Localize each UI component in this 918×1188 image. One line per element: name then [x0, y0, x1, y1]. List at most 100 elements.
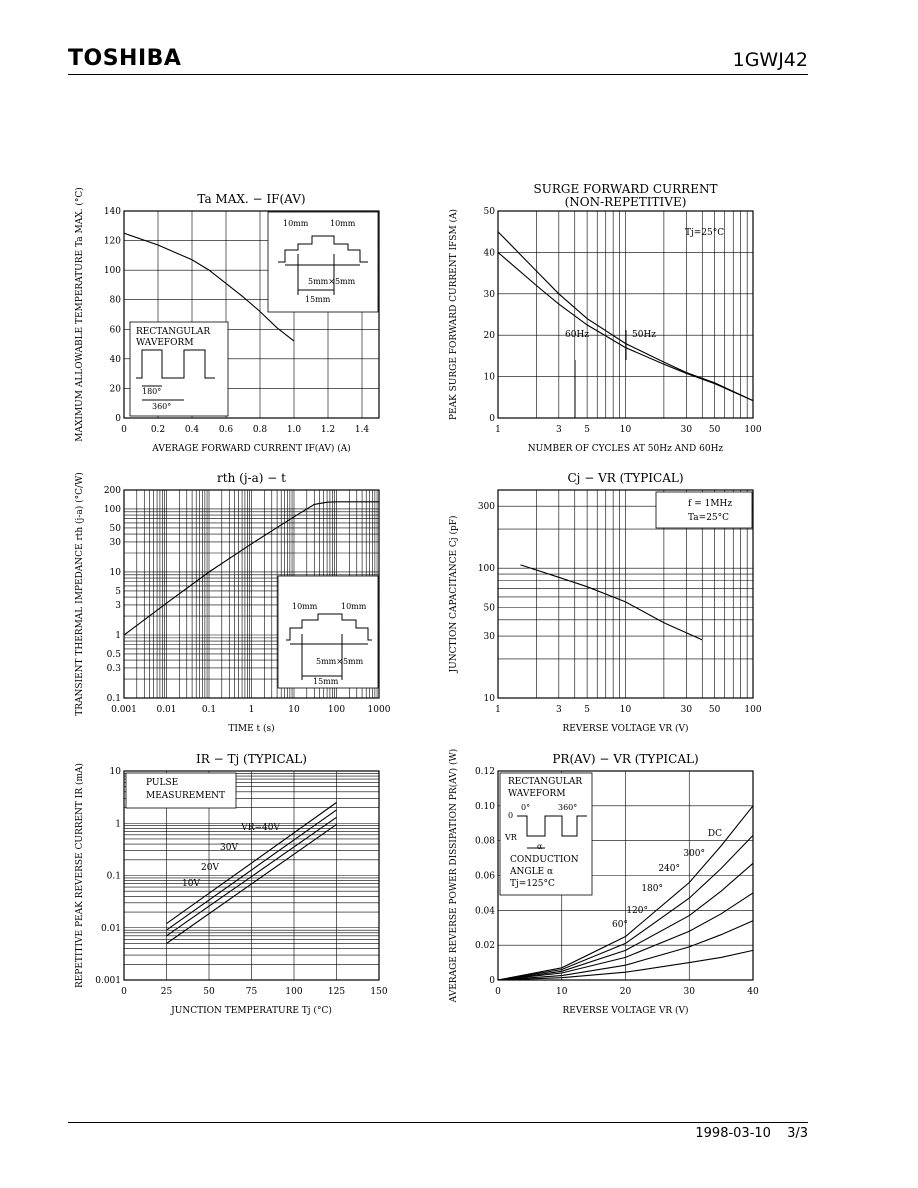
- plot-frame: [497, 489, 754, 699]
- annotation: VR: [504, 833, 518, 842]
- series-line: [497, 949, 754, 981]
- annotation: RECTANGULAR: [136, 327, 210, 337]
- annotation: Ta=25°C: [688, 513, 729, 523]
- y-tick-label: 20: [110, 384, 122, 394]
- y-tick-label: 40: [484, 248, 496, 258]
- annotation: WAVEFORM: [136, 338, 194, 348]
- y-axis-label: MAXIMUM ALLOWABLE TEMPERATURE Ta MAX. (°…: [74, 187, 85, 441]
- x-tick-label: 0: [121, 425, 127, 435]
- x-tick-label: 3: [556, 705, 562, 715]
- footer-rule: [68, 1122, 808, 1123]
- y-tick-label: 80: [110, 296, 122, 306]
- x-tick-label: 1.0: [287, 425, 302, 435]
- plot-frame: [497, 770, 754, 981]
- x-tick-label: 0.2: [151, 425, 165, 435]
- series-label: 10V: [182, 879, 200, 889]
- x-tick-label: 0.6: [219, 425, 234, 435]
- x-tick-label: 40: [747, 987, 759, 997]
- y-tick-label: 5: [115, 587, 121, 597]
- inset-drawing: [517, 815, 587, 837]
- annotation: 0: [508, 811, 513, 820]
- chart-title: Cj − VR (TYPICAL): [567, 471, 683, 485]
- x-tick-label: 30: [684, 987, 696, 997]
- y-axis-label: JUNCTION CAPACITANCE Cj (pF): [448, 516, 459, 674]
- annotation: 15mm: [313, 677, 339, 686]
- chart-title: Ta MAX. − IF(AV): [197, 192, 305, 206]
- series-label: DC: [708, 829, 722, 839]
- x-tick-label: 10: [620, 705, 632, 715]
- series-line: [497, 805, 754, 981]
- header-rule: [68, 74, 808, 75]
- x-tick-label: 125: [328, 987, 345, 997]
- annotation: 360°: [152, 402, 171, 411]
- x-axis-label: AVERAGE FORWARD CURRENT IF(AV) (A): [151, 443, 350, 454]
- y-tick-label: 200: [104, 486, 121, 496]
- y-tick-label: 0.04: [475, 906, 495, 916]
- y-tick-label: 20: [484, 331, 496, 341]
- x-tick-label: 25: [161, 987, 173, 997]
- annotation: 10mm: [330, 219, 356, 228]
- y-tick-label: 140: [104, 207, 121, 217]
- y-tick-label: 0: [489, 414, 495, 424]
- inset-drawing: [278, 235, 368, 263]
- series-line: [166, 809, 337, 931]
- y-tick-label: 100: [104, 505, 121, 515]
- series-line: [497, 892, 754, 981]
- annotation: 60Hz: [565, 330, 589, 340]
- annotation: Tj=125°C: [510, 879, 555, 889]
- x-tick-label: 1: [249, 705, 255, 715]
- y-tick-label: 10: [484, 373, 496, 383]
- y-tick-label: 100: [478, 564, 495, 574]
- y-tick-label: 0.1: [107, 694, 121, 704]
- annotation: 180°: [142, 387, 161, 396]
- x-tick-label: 1000: [368, 705, 391, 715]
- annotation: 15mm: [305, 295, 331, 304]
- annotation: 5mm×5mm: [308, 277, 356, 286]
- footer-page: 3/3: [787, 1126, 808, 1141]
- y-tick-label: 50: [110, 524, 122, 534]
- x-tick-label: 100: [328, 705, 345, 715]
- annotation: 360°: [558, 803, 577, 812]
- footer-info: 1998-03-10 3/3: [683, 1126, 808, 1141]
- y-tick-label: 0.12: [475, 767, 495, 777]
- x-tick-label: 1.4: [355, 425, 370, 435]
- x-tick-label: 50: [709, 425, 721, 435]
- annotation: RECTANGULAR: [508, 777, 582, 787]
- x-tick-label: 1: [495, 425, 501, 435]
- y-tick-label: 30: [110, 538, 122, 548]
- series-label: 120°: [626, 906, 648, 916]
- y-tick-label: 300: [478, 502, 495, 512]
- annotation: ANGLE α: [509, 867, 553, 877]
- footer-date: 1998-03-10: [695, 1126, 771, 1141]
- plot-frame: [123, 210, 380, 419]
- annotation: α: [537, 842, 543, 851]
- x-tick-label: 5: [584, 425, 590, 435]
- y-axis-label: REPETITIVE PEAK REVERSE CURRENT IR (mA): [74, 763, 85, 988]
- annotation: 5mm×5mm: [316, 657, 364, 666]
- series-line: [497, 835, 754, 981]
- y-tick-label: 0.06: [475, 872, 495, 882]
- x-tick-label: 1.2: [321, 425, 335, 435]
- y-tick-label: 0.08: [475, 837, 495, 847]
- x-tick-label: 0: [495, 987, 501, 997]
- y-tick-label: 50: [484, 207, 496, 217]
- chart-title: rth (j-a) − t: [217, 471, 286, 485]
- y-tick-label: 0.01: [101, 924, 121, 934]
- y-tick-label: 0: [489, 976, 495, 986]
- x-tick-label: 0.001: [111, 705, 137, 715]
- annotation: WAVEFORM: [508, 789, 566, 799]
- x-tick-label: 0.8: [253, 425, 268, 435]
- chart-subtitle: (NON-REPETITIVE): [565, 195, 687, 209]
- x-tick-label: 10: [620, 425, 632, 435]
- annotation: 10mm: [292, 602, 318, 611]
- inset-drawing: [136, 349, 215, 379]
- x-tick-label: 3: [556, 425, 562, 435]
- y-tick-label: 3: [115, 601, 121, 611]
- y-tick-label: 30: [484, 290, 496, 300]
- y-tick-label: 50: [484, 603, 496, 613]
- y-tick-label: 0.10: [475, 802, 495, 812]
- y-tick-label: 10: [110, 568, 122, 578]
